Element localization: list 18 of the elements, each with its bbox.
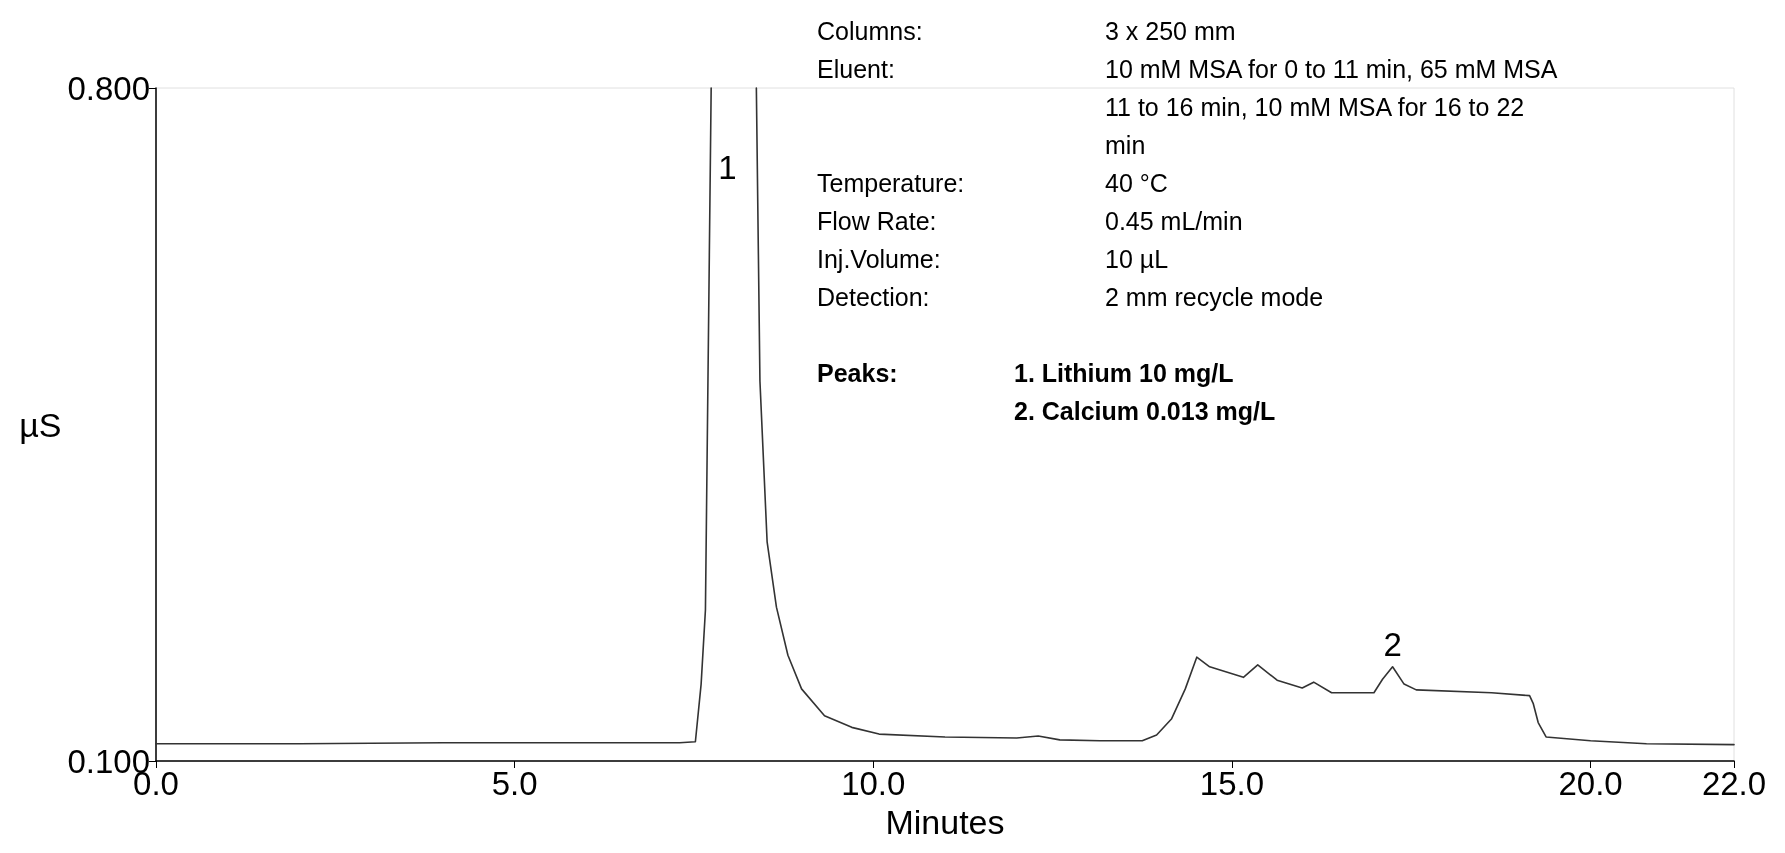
annotation: 1 — [718, 149, 737, 186]
x-tick-label: 20.0 — [1558, 765, 1623, 802]
text: Detection: 2 mm recycle mode — [817, 283, 1324, 311]
text: Columns: 3 x 250 mm — [817, 17, 1236, 45]
text: Inj.Volume: 10 µL — [817, 245, 1169, 273]
x-tick-label: 22.0 — [1701, 765, 1767, 802]
y-tick-label: 0.800 — [67, 69, 150, 107]
annotation: 2 — [1383, 625, 1402, 663]
text: Eluent: 10 mM MSA for 0 to 11 min, 65 mM MSA 11 to 16 min, 10 mM MSA for 16 to 22 min — [817, 55, 1557, 159]
text: Temperature: 40 °C — [817, 169, 1168, 197]
annotation: 2. Calcium 0.013 mg/L — [1014, 396, 1277, 427]
x-tick-label: 5.0 — [491, 765, 538, 802]
x-tick-label: 10.0 — [841, 765, 906, 802]
text: Peaks: 1. Lithium 10 mg/L — [817, 359, 1234, 387]
x-axis-title: Minutes — [885, 802, 1005, 841]
text: Flow Rate: 0.45 mL/min — [817, 207, 1243, 235]
y-axis-title: µS — [19, 405, 62, 444]
x-tick-label: 15.0 — [1199, 765, 1265, 802]
